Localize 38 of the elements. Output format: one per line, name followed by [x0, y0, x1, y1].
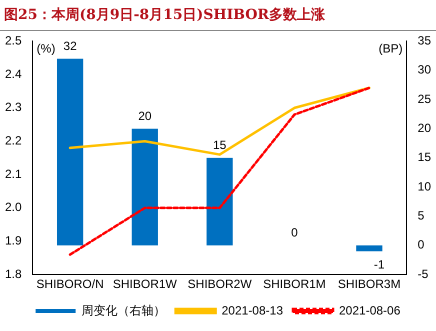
data-label: -1	[374, 258, 385, 272]
y-tick-label: 1.8	[4, 266, 22, 281]
bar	[206, 158, 233, 246]
y2-tick-label: 0	[418, 238, 425, 252]
x-tick-label: SHIBOR1M	[263, 277, 326, 292]
x-tick-label: SHIBOR2W	[188, 277, 252, 292]
data-label: 0	[291, 226, 298, 240]
bar	[56, 58, 84, 246]
x-tick-label: SHIBOR1W	[112, 277, 178, 292]
data-label: 20	[138, 109, 152, 124]
y-tick-label: 2.2	[4, 134, 22, 148]
y-tick-label: 1.9	[4, 234, 22, 248]
y2-tick-label: 20	[418, 121, 432, 136]
legend-label: 周变化（右轴）	[82, 303, 166, 318]
y-tick-label: 2.5	[4, 34, 22, 48]
y2-axis-title: (BP)	[378, 42, 403, 56]
y2-tick-label: 10	[418, 179, 432, 194]
x-tick-label: SHIBORO/N	[36, 277, 104, 292]
y2-tick-label: 15	[418, 150, 432, 164]
y-tick-label: 2.1	[4, 166, 22, 181]
data-label: 32	[63, 39, 78, 54]
y2-tick-label: 25	[418, 92, 432, 106]
y-axis-title: (%)	[36, 42, 56, 56]
legend-label: 2021-08-06	[339, 303, 401, 318]
legend-label: 2021-08-13	[222, 303, 284, 318]
bar	[132, 128, 158, 246]
data-label: 15	[212, 138, 227, 152]
x-tick-label: SHIBOR3M	[338, 277, 401, 292]
y2-tick-label: 35	[418, 34, 432, 48]
y-tick-label: 2.4	[4, 66, 22, 81]
y-tick-label: 2.3	[4, 100, 22, 114]
line-series	[68, 86, 371, 256]
y-tick-label: 2.0	[4, 200, 22, 214]
chart-title: 图25：本周(8月9日-8月15日)SHIBOR多数上涨	[0, 0, 436, 31]
bar	[356, 245, 382, 252]
y2-tick-label: -5	[418, 266, 429, 281]
y2-tick-label: 30	[418, 62, 432, 77]
y2-tick-label: 5	[418, 208, 425, 223]
